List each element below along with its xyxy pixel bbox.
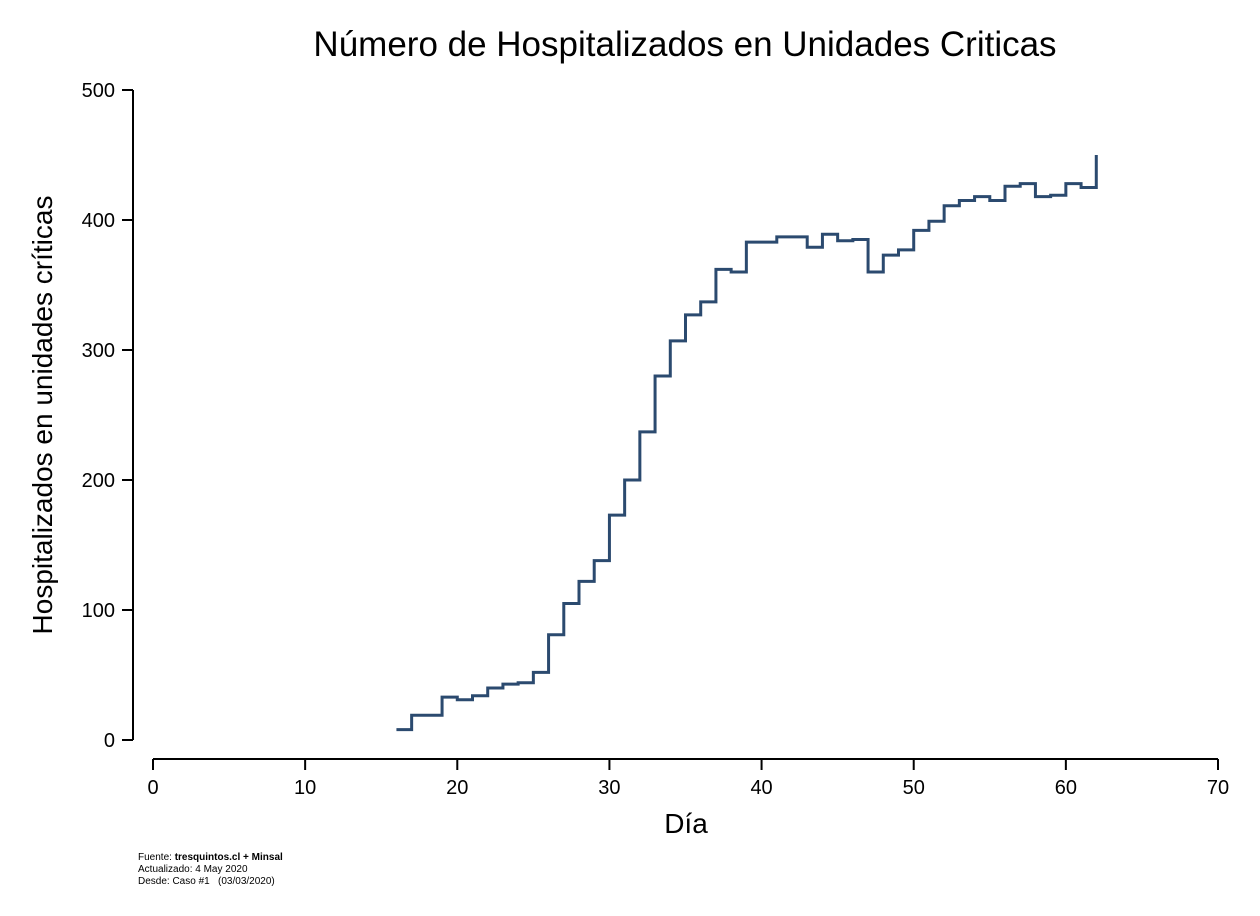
y-tick-label: 300 xyxy=(82,340,115,362)
y-tick-label: 500 xyxy=(82,80,115,102)
y-axis: 0 100 200 300 400 500 xyxy=(82,80,134,752)
x-tick-label: 0 xyxy=(147,777,158,799)
y-tick-label: 0 xyxy=(104,730,115,752)
x-tick-label: 70 xyxy=(1207,777,1229,799)
plot-area xyxy=(396,155,1098,732)
series-line xyxy=(396,155,1098,732)
y-tick-label: 100 xyxy=(82,600,115,622)
footnote-since: Desde: Caso #1 (03/03/2020) xyxy=(138,876,275,887)
x-tick-label: 50 xyxy=(903,777,925,799)
footnote-source: Fuente: tresquintos.cl + Minsal xyxy=(138,852,283,864)
x-axis: 0 10 20 30 40 50 60 70 xyxy=(147,758,1229,799)
footnote-source-name: tresquintos.cl + Minsal xyxy=(174,852,283,863)
y-tick-label: 400 xyxy=(82,210,115,232)
x-tick-label: 60 xyxy=(1055,777,1077,799)
x-tick-label: 20 xyxy=(446,777,468,799)
footnote-updated: Actualizado: 4 May 2020 xyxy=(138,864,248,875)
y-axis-title: Hospitalizados en unidades críticas xyxy=(27,196,58,635)
x-tick-label: 10 xyxy=(294,777,316,799)
x-axis-title: Día xyxy=(664,808,708,839)
footnote: Fuente: tresquintos.cl + Minsal Actualiz… xyxy=(138,852,283,888)
y-tick-label: 200 xyxy=(82,470,115,492)
x-tick-label: 30 xyxy=(598,777,620,799)
chart-title: Número de Hospitalizados en Unidades Cri… xyxy=(313,25,1056,64)
x-tick-label: 40 xyxy=(750,777,772,799)
footnote-source-prefix: Fuente: xyxy=(138,852,175,863)
